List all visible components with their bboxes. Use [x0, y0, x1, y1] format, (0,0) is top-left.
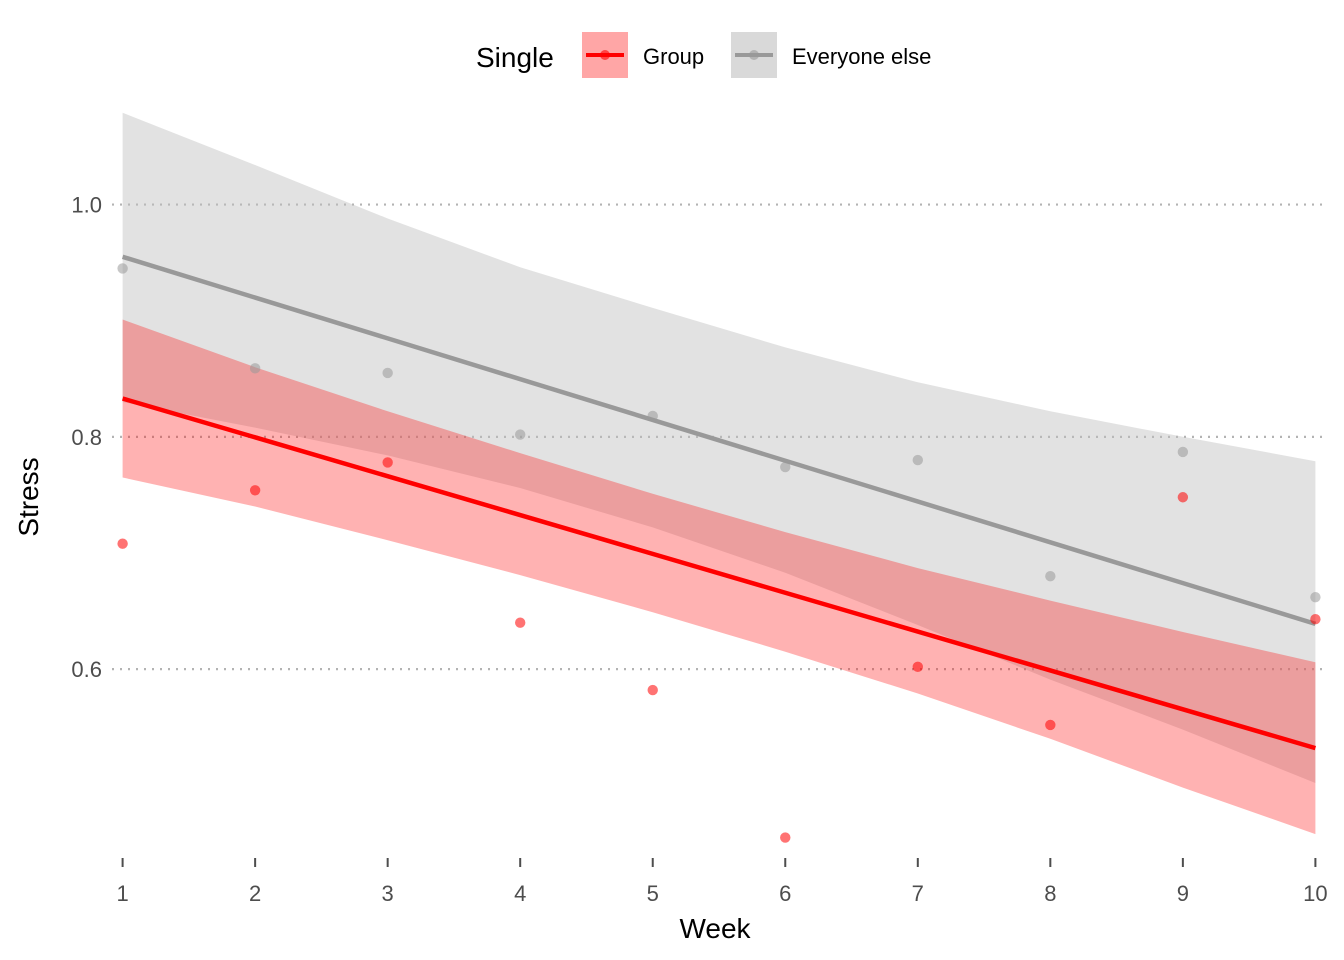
y-tick-label: 0.6	[71, 657, 102, 682]
y-tick-label: 0.8	[71, 425, 102, 450]
data-point-group	[647, 684, 658, 696]
legend-point-everyone-else	[749, 50, 759, 60]
x-tick-label: 4	[514, 881, 526, 906]
x-tick-label: 7	[912, 881, 924, 906]
data-point-group	[1045, 719, 1056, 731]
data-point-group	[515, 617, 526, 628]
y-tick-label: 1.0	[71, 193, 102, 218]
data-point-everyone-else	[912, 454, 923, 466]
legend-item-everyone-else: Everyone else	[731, 32, 931, 78]
legend-label-group: Group	[643, 44, 704, 69]
data-point-group	[780, 832, 791, 843]
data-point-group	[1310, 614, 1321, 625]
data-point-everyone-else	[1177, 446, 1189, 458]
x-tick-label: 8	[1044, 881, 1056, 906]
data-point-everyone-else	[1045, 571, 1056, 582]
legend-point-group	[600, 50, 610, 60]
y-axis-title: Stress	[13, 457, 44, 536]
confidence-ribbons	[122, 112, 1316, 835]
confidence-ribbon-group	[122, 319, 1316, 835]
legend: Single Group Everyone else	[476, 32, 931, 78]
x-tick-label: 3	[382, 881, 394, 906]
legend-title: Single	[476, 42, 554, 73]
data-point-everyone-else	[647, 410, 658, 422]
x-tick-label: 1	[116, 881, 128, 906]
data-point-group	[117, 538, 128, 549]
confidence-ribbon-everyone-else	[122, 112, 1316, 784]
fit-line-everyone-else	[121, 254, 1317, 627]
data-point-group	[382, 457, 393, 468]
data-point-group	[249, 485, 261, 496]
data-points	[117, 263, 1321, 843]
x-tick-label: 9	[1177, 881, 1189, 906]
x-axis: 1 2 3 4 5 6 7 8 9 10	[116, 858, 1328, 906]
data-point-group	[1177, 492, 1189, 503]
x-tick-label: 5	[647, 881, 659, 906]
data-point-everyone-else	[382, 367, 393, 379]
x-tick-label: 2	[249, 881, 261, 906]
data-point-everyone-else	[117, 263, 128, 274]
x-tick-label: 10	[1303, 881, 1327, 906]
legend-item-group: Group	[582, 32, 704, 78]
data-point-everyone-else	[249, 363, 261, 374]
x-tick-label: 6	[779, 881, 791, 906]
data-point-everyone-else	[1310, 591, 1321, 603]
data-point-everyone-else	[780, 461, 791, 473]
data-point-group	[912, 661, 923, 673]
y-axis-tick-labels: 0.6 0.8 1.0	[71, 193, 102, 683]
legend-label-everyone-else: Everyone else	[792, 44, 931, 69]
data-point-everyone-else	[515, 429, 526, 440]
fit-line-group	[121, 396, 1317, 751]
fit-lines	[121, 254, 1317, 751]
x-axis-title: Week	[679, 913, 751, 944]
